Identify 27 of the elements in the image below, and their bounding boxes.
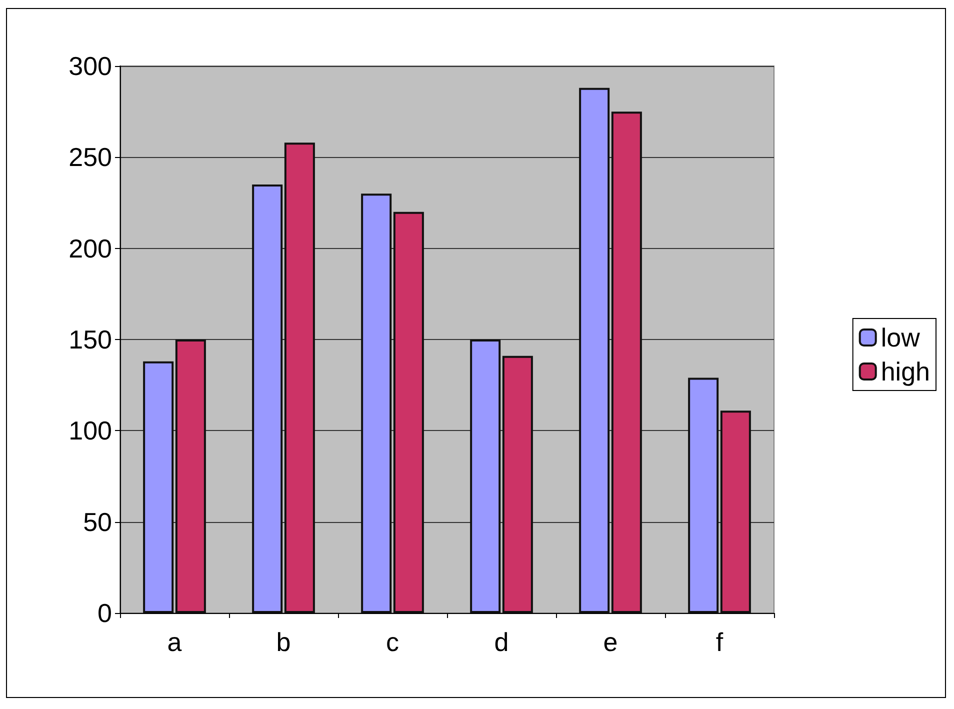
x-tick-label: b bbox=[276, 627, 291, 657]
y-tick-label: 0 bbox=[98, 598, 112, 628]
y-tick-label: 300 bbox=[68, 51, 112, 81]
bar bbox=[470, 340, 501, 613]
legend-label: high bbox=[880, 356, 930, 386]
x-tick-label: f bbox=[716, 627, 724, 657]
bar bbox=[393, 212, 424, 613]
x-tick-label: a bbox=[167, 627, 182, 657]
bar bbox=[579, 88, 610, 613]
bar bbox=[688, 378, 719, 613]
x-tick-label: c bbox=[386, 627, 399, 657]
y-tick-label: 50 bbox=[83, 506, 112, 537]
y-tick-label: 150 bbox=[68, 324, 112, 354]
bar bbox=[502, 356, 533, 613]
bar bbox=[143, 361, 174, 613]
y-tick-label: 200 bbox=[68, 233, 112, 264]
legend-label: low bbox=[880, 322, 920, 352]
x-tick-label: e bbox=[603, 627, 618, 657]
y-tick-label: 250 bbox=[68, 142, 112, 172]
bar bbox=[611, 112, 642, 613]
bar bbox=[720, 410, 751, 613]
bar bbox=[175, 340, 206, 613]
x-tick-label: d bbox=[494, 627, 509, 657]
bar bbox=[361, 194, 392, 613]
bar bbox=[284, 142, 315, 613]
bar bbox=[252, 184, 283, 613]
y-tick-label: 100 bbox=[68, 416, 112, 446]
